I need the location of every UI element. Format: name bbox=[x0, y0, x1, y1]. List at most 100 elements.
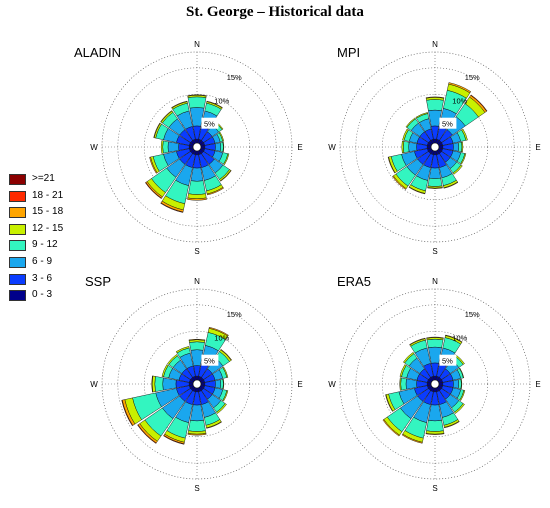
petal-segment bbox=[426, 336, 444, 339]
petal-segment bbox=[151, 375, 154, 393]
petal-ese bbox=[196, 146, 230, 166]
petal-segment bbox=[188, 180, 206, 195]
petal-sw bbox=[392, 146, 436, 190]
radial-tick-label: 10% bbox=[214, 96, 229, 105]
petal-segment bbox=[145, 182, 162, 199]
radial-tick-label: 5% bbox=[204, 357, 215, 366]
petal-sse bbox=[196, 146, 224, 196]
cardinal-label-e: E bbox=[297, 143, 302, 152]
petal-s bbox=[427, 146, 443, 189]
petal-n bbox=[188, 338, 206, 385]
petal-ene bbox=[196, 366, 229, 385]
panel-title: SSP bbox=[85, 274, 111, 289]
petal-ese bbox=[434, 146, 467, 165]
petal-segment bbox=[392, 175, 407, 190]
petal-e bbox=[196, 378, 225, 390]
petal-segment bbox=[426, 420, 444, 432]
center-hole bbox=[192, 142, 202, 152]
petal-nw bbox=[405, 117, 436, 148]
petal-segment bbox=[214, 142, 221, 152]
cardinal-label-w: W bbox=[328, 143, 336, 152]
petal-segment bbox=[206, 187, 224, 196]
cardinal-label-e: E bbox=[535, 143, 540, 152]
legend-label: 12 - 15 bbox=[32, 222, 64, 234]
petal-segment bbox=[399, 364, 407, 378]
wind-rose-era5: 5% 10% 15% N E S W ERA5 bbox=[328, 274, 540, 493]
legend-swatch bbox=[9, 174, 26, 185]
cardinal-label-w: W bbox=[90, 380, 98, 389]
panel-title: MPI bbox=[337, 45, 360, 60]
petal-segment bbox=[188, 420, 206, 432]
radial-tick-label: 5% bbox=[442, 120, 453, 129]
cardinal-label-n: N bbox=[432, 277, 438, 286]
cardinal-label-w: W bbox=[328, 380, 336, 389]
petal-segment bbox=[187, 197, 207, 201]
petal-se bbox=[196, 146, 232, 182]
petal-nw bbox=[160, 110, 198, 148]
petal-segment bbox=[426, 338, 444, 348]
petal-s bbox=[425, 383, 445, 435]
cardinal-label-s: S bbox=[432, 484, 437, 493]
legend-label: 15 - 18 bbox=[32, 206, 64, 218]
petal-sw bbox=[137, 383, 198, 444]
petal-segment bbox=[425, 433, 445, 435]
legend-label: 3 - 6 bbox=[32, 272, 53, 284]
petal-segment bbox=[415, 112, 429, 119]
legend-swatch bbox=[9, 290, 26, 302]
legend-swatch bbox=[9, 273, 26, 285]
petal-segment bbox=[452, 142, 459, 152]
cardinal-label-n: N bbox=[194, 40, 200, 49]
petal-s bbox=[187, 146, 207, 201]
petal-segment bbox=[167, 141, 180, 153]
petal-segment bbox=[208, 326, 229, 337]
cardinal-label-w: W bbox=[90, 143, 98, 152]
petal-segment bbox=[175, 346, 190, 354]
petal-segment bbox=[409, 337, 426, 346]
petal-n bbox=[426, 336, 444, 385]
petal-segment bbox=[188, 338, 206, 341]
petal-e bbox=[196, 141, 225, 153]
cardinal-label-s: S bbox=[432, 247, 437, 256]
petal-segment bbox=[162, 140, 169, 154]
radial-tick-label: 10% bbox=[214, 333, 229, 342]
petal-segment bbox=[222, 366, 229, 378]
panel-title: ERA5 bbox=[337, 274, 371, 289]
cardinal-label-e: E bbox=[535, 380, 540, 389]
petal-segment bbox=[149, 156, 158, 174]
petal-segment bbox=[154, 376, 164, 392]
petal-segment bbox=[189, 341, 205, 351]
center-hole bbox=[430, 142, 440, 152]
petal-segment bbox=[220, 141, 224, 153]
legend-swatch bbox=[9, 207, 26, 219]
petal-segment bbox=[220, 170, 232, 182]
petal-wsw bbox=[121, 383, 198, 427]
petal-ne bbox=[196, 348, 233, 385]
petal-n bbox=[187, 94, 207, 148]
petal-segment bbox=[187, 96, 207, 109]
petal-wnw bbox=[153, 122, 198, 148]
petal-segment bbox=[425, 96, 445, 99]
petal-s bbox=[187, 383, 207, 436]
petal-segment bbox=[163, 435, 185, 445]
petal-segment bbox=[187, 193, 207, 199]
petal-segment bbox=[428, 404, 442, 422]
petal-segment bbox=[445, 334, 463, 343]
petal-segment bbox=[160, 202, 184, 213]
petal-segment bbox=[452, 164, 463, 175]
petal-segment bbox=[214, 379, 221, 389]
wind-rose-mpi: 5% 10% 15% N E S W MPI bbox=[328, 40, 540, 256]
petal-segment bbox=[190, 404, 204, 422]
legend-swatch bbox=[9, 223, 26, 235]
petal-ssw bbox=[160, 146, 198, 213]
legend-swatch bbox=[9, 190, 26, 202]
petal-segment bbox=[401, 140, 405, 154]
legend-label: >=21 bbox=[32, 173, 55, 184]
wind-rose-ssp: 5% 10% 15% N E S W SSP bbox=[85, 274, 303, 493]
petal-segment bbox=[459, 367, 465, 379]
petal-segment bbox=[160, 110, 173, 123]
petal-segment bbox=[220, 348, 233, 361]
legend-label: 0 - 3 bbox=[32, 289, 53, 301]
petal-segment bbox=[427, 187, 443, 189]
petal-ese bbox=[196, 383, 229, 402]
